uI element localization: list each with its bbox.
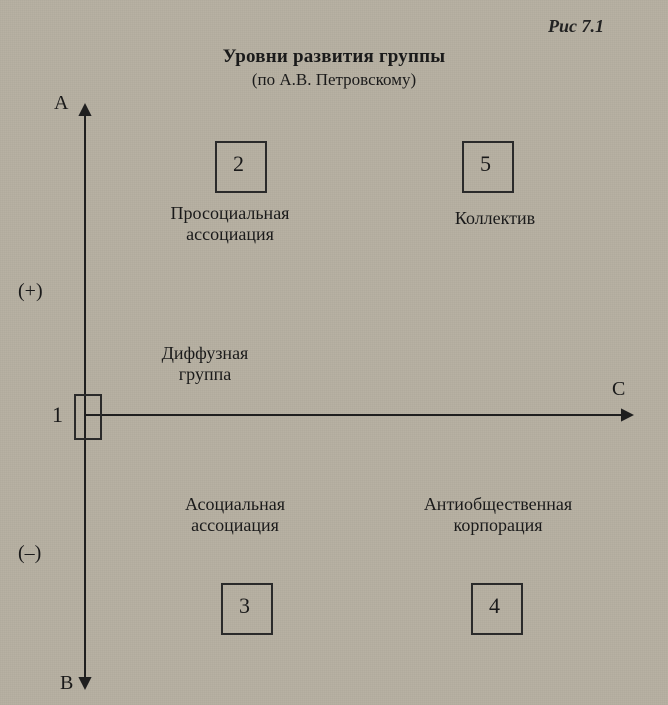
node-number-5: 5 (480, 151, 491, 177)
axes (0, 0, 668, 705)
node-number-2: 2 (233, 151, 244, 177)
node-box-1 (74, 394, 102, 440)
node-label-4: Антиобщественнаякорпорация (388, 494, 608, 535)
axis-label-c: С (612, 378, 625, 401)
node-number-3: 3 (239, 593, 250, 619)
node-label-5: Коллектив (420, 208, 570, 229)
axis-label-a: А (54, 92, 68, 115)
node-label-3: Асоциальнаяассоциация (135, 494, 335, 535)
axis-sign-minus: (–) (18, 542, 41, 565)
node-number-1: 1 (52, 402, 63, 428)
node-label-1: Диффузнаягруппа (125, 343, 285, 384)
node-number-4: 4 (489, 593, 500, 619)
axis-sign-plus: (+) (18, 280, 43, 303)
axis-label-b: В (60, 672, 73, 695)
node-label-2: Просоциальнаяассоциация (130, 203, 330, 244)
